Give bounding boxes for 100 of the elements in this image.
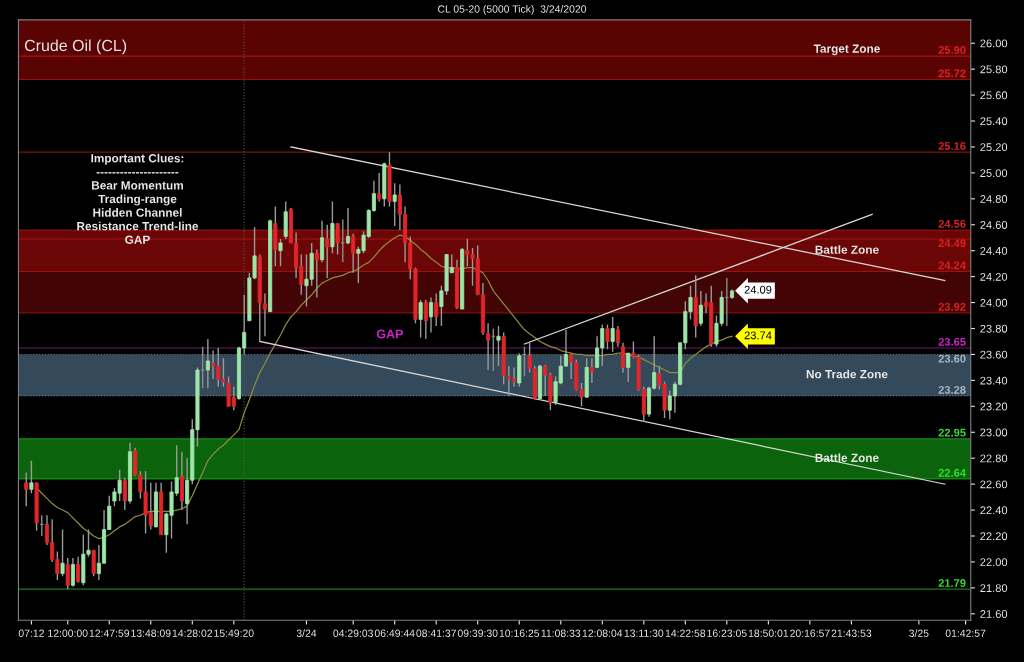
candlestick xyxy=(428,296,434,334)
candlestick xyxy=(351,233,356,274)
x-tick-label: 18:50:01 xyxy=(748,629,789,637)
candlestick xyxy=(60,528,65,577)
y-tick-label: 25.00 xyxy=(980,169,1008,178)
ref-line-label: 21.79 xyxy=(938,579,966,587)
y-tick-label: 21.60 xyxy=(980,610,1008,618)
ref-line-label: 22.64 xyxy=(938,468,966,477)
y-tick-label: 26.00 xyxy=(980,39,1008,48)
annotation: Important Clues: --------------------- Bear Momentum Trading-range Hidden Channel Resistance Trend-line GAP xyxy=(77,153,199,244)
ref-line-label: 24.49 xyxy=(938,239,966,248)
candlestick xyxy=(496,325,501,367)
annotation: 24.09 xyxy=(744,285,772,294)
y-tick-label: 22.60 xyxy=(980,480,1008,489)
x-tick-label: 15:49:20 xyxy=(214,629,254,637)
candlestick xyxy=(70,557,75,588)
y-tick-label: 25.80 xyxy=(980,65,1008,74)
candlestick xyxy=(418,299,423,339)
candlestick xyxy=(262,292,267,337)
y-tick-label: 23.60 xyxy=(980,350,1008,359)
x-tick-label: 01:42:57 xyxy=(945,629,986,637)
candlestick xyxy=(91,549,96,577)
candlestick xyxy=(345,207,351,245)
y-tick-label: 23.00 xyxy=(980,428,1008,437)
candlestick xyxy=(423,299,428,340)
candlestick xyxy=(615,325,620,348)
candlestick xyxy=(698,290,703,327)
band-label: No Trade Zone xyxy=(806,369,888,379)
candlestick xyxy=(24,471,29,507)
candlestick xyxy=(205,338,210,389)
y-tick-label: 23.20 xyxy=(980,402,1008,411)
annotation: GAP xyxy=(376,329,403,339)
x-tick-label: 06:49:44 xyxy=(374,629,415,637)
x-tick-label: 16:23:05 xyxy=(707,629,747,637)
band-label: Battle Zone xyxy=(815,245,879,254)
x-tick-label: 20:16:57 xyxy=(790,629,830,637)
candlestick xyxy=(29,460,34,494)
candlestick xyxy=(621,342,626,374)
y-tick-label: 22.00 xyxy=(980,558,1008,567)
candlestick xyxy=(610,316,615,353)
candlestick xyxy=(335,222,340,256)
y-tick-label: 24.20 xyxy=(980,272,1008,281)
ref-line-label: 25.90 xyxy=(938,46,966,54)
ref-line-label: 25.16 xyxy=(938,142,966,150)
candlestick xyxy=(325,224,330,279)
x-tick-label: 14:28:02 xyxy=(172,629,213,637)
x-tick-label: 09:39:30 xyxy=(457,629,498,637)
x-tick-label: 07:12 xyxy=(18,629,44,637)
x-tick-label: 13:48:09 xyxy=(131,629,171,637)
candlestick xyxy=(330,200,335,254)
y-tick-label: 22.20 xyxy=(980,532,1008,541)
y-tick-label: 24.40 xyxy=(980,246,1008,255)
ref-line-label: 25.72 xyxy=(938,69,966,78)
x-tick-label: 08:41:37 xyxy=(416,629,456,637)
candlestick xyxy=(278,238,283,267)
x-tick-label: 11:08:33 xyxy=(541,629,581,637)
x-tick-label: 3/24 xyxy=(296,629,317,637)
y-tick-label: 23.40 xyxy=(980,376,1008,385)
y-tick-label: 25.60 xyxy=(980,91,1008,100)
text: Crude Oil (CL) xyxy=(24,39,127,55)
x-tick-label: 21:43:53 xyxy=(831,629,872,637)
chart-title: CL 05-20 (5000 Tick) 3/24/2020 xyxy=(438,5,587,15)
candlestick xyxy=(211,349,216,380)
x-tick-label: 12:47:59 xyxy=(89,629,130,637)
annotation: 23.74 xyxy=(744,331,772,340)
x-tick-label: 3/25 xyxy=(909,629,929,637)
candlestick xyxy=(76,556,81,584)
y-tick-label: 24.80 xyxy=(980,195,1008,203)
candlestick xyxy=(626,352,631,383)
candlestick xyxy=(340,218,345,264)
x-tick-label: 13:11:30 xyxy=(624,629,664,637)
y-tick-label: 22.80 xyxy=(980,454,1008,463)
y-tick-label: 22.40 xyxy=(980,506,1008,515)
candlestick xyxy=(122,476,127,511)
candlestick xyxy=(392,182,397,227)
y-tick-label: 24.00 xyxy=(980,298,1008,307)
candlestick xyxy=(377,172,382,203)
x-tick-label: 04:29:03 xyxy=(333,629,373,637)
candlestick xyxy=(65,557,70,590)
ref-line-label: 23.92 xyxy=(938,302,966,311)
candlestick xyxy=(200,345,205,389)
y-tick-label: 23.80 xyxy=(980,324,1008,333)
candlestick xyxy=(486,322,491,371)
x-tick-label: 10:16:25 xyxy=(499,629,540,637)
band-label: Target Zone xyxy=(813,44,880,56)
ref-line-label: 23.60 xyxy=(938,354,966,363)
candlestick xyxy=(314,248,319,299)
x-tick-label: 12:08:04 xyxy=(582,629,623,637)
y-tick-label: 24.60 xyxy=(980,221,1008,229)
ref-line-label: 23.28 xyxy=(938,385,966,394)
candlestick xyxy=(320,220,325,264)
candlestick xyxy=(605,323,610,350)
ref-line-label: 23.65 xyxy=(938,337,966,346)
ref-line-label: 24.56 xyxy=(938,219,966,228)
band-label: Battle Zone xyxy=(815,453,879,463)
y-tick-label: 25.20 xyxy=(980,143,1008,152)
x-tick-label: 12:00:00 xyxy=(48,629,88,637)
y-tick-label: 25.40 xyxy=(980,117,1008,126)
x-tick-label: 14:22:58 xyxy=(665,629,706,637)
candlestick xyxy=(434,292,439,327)
